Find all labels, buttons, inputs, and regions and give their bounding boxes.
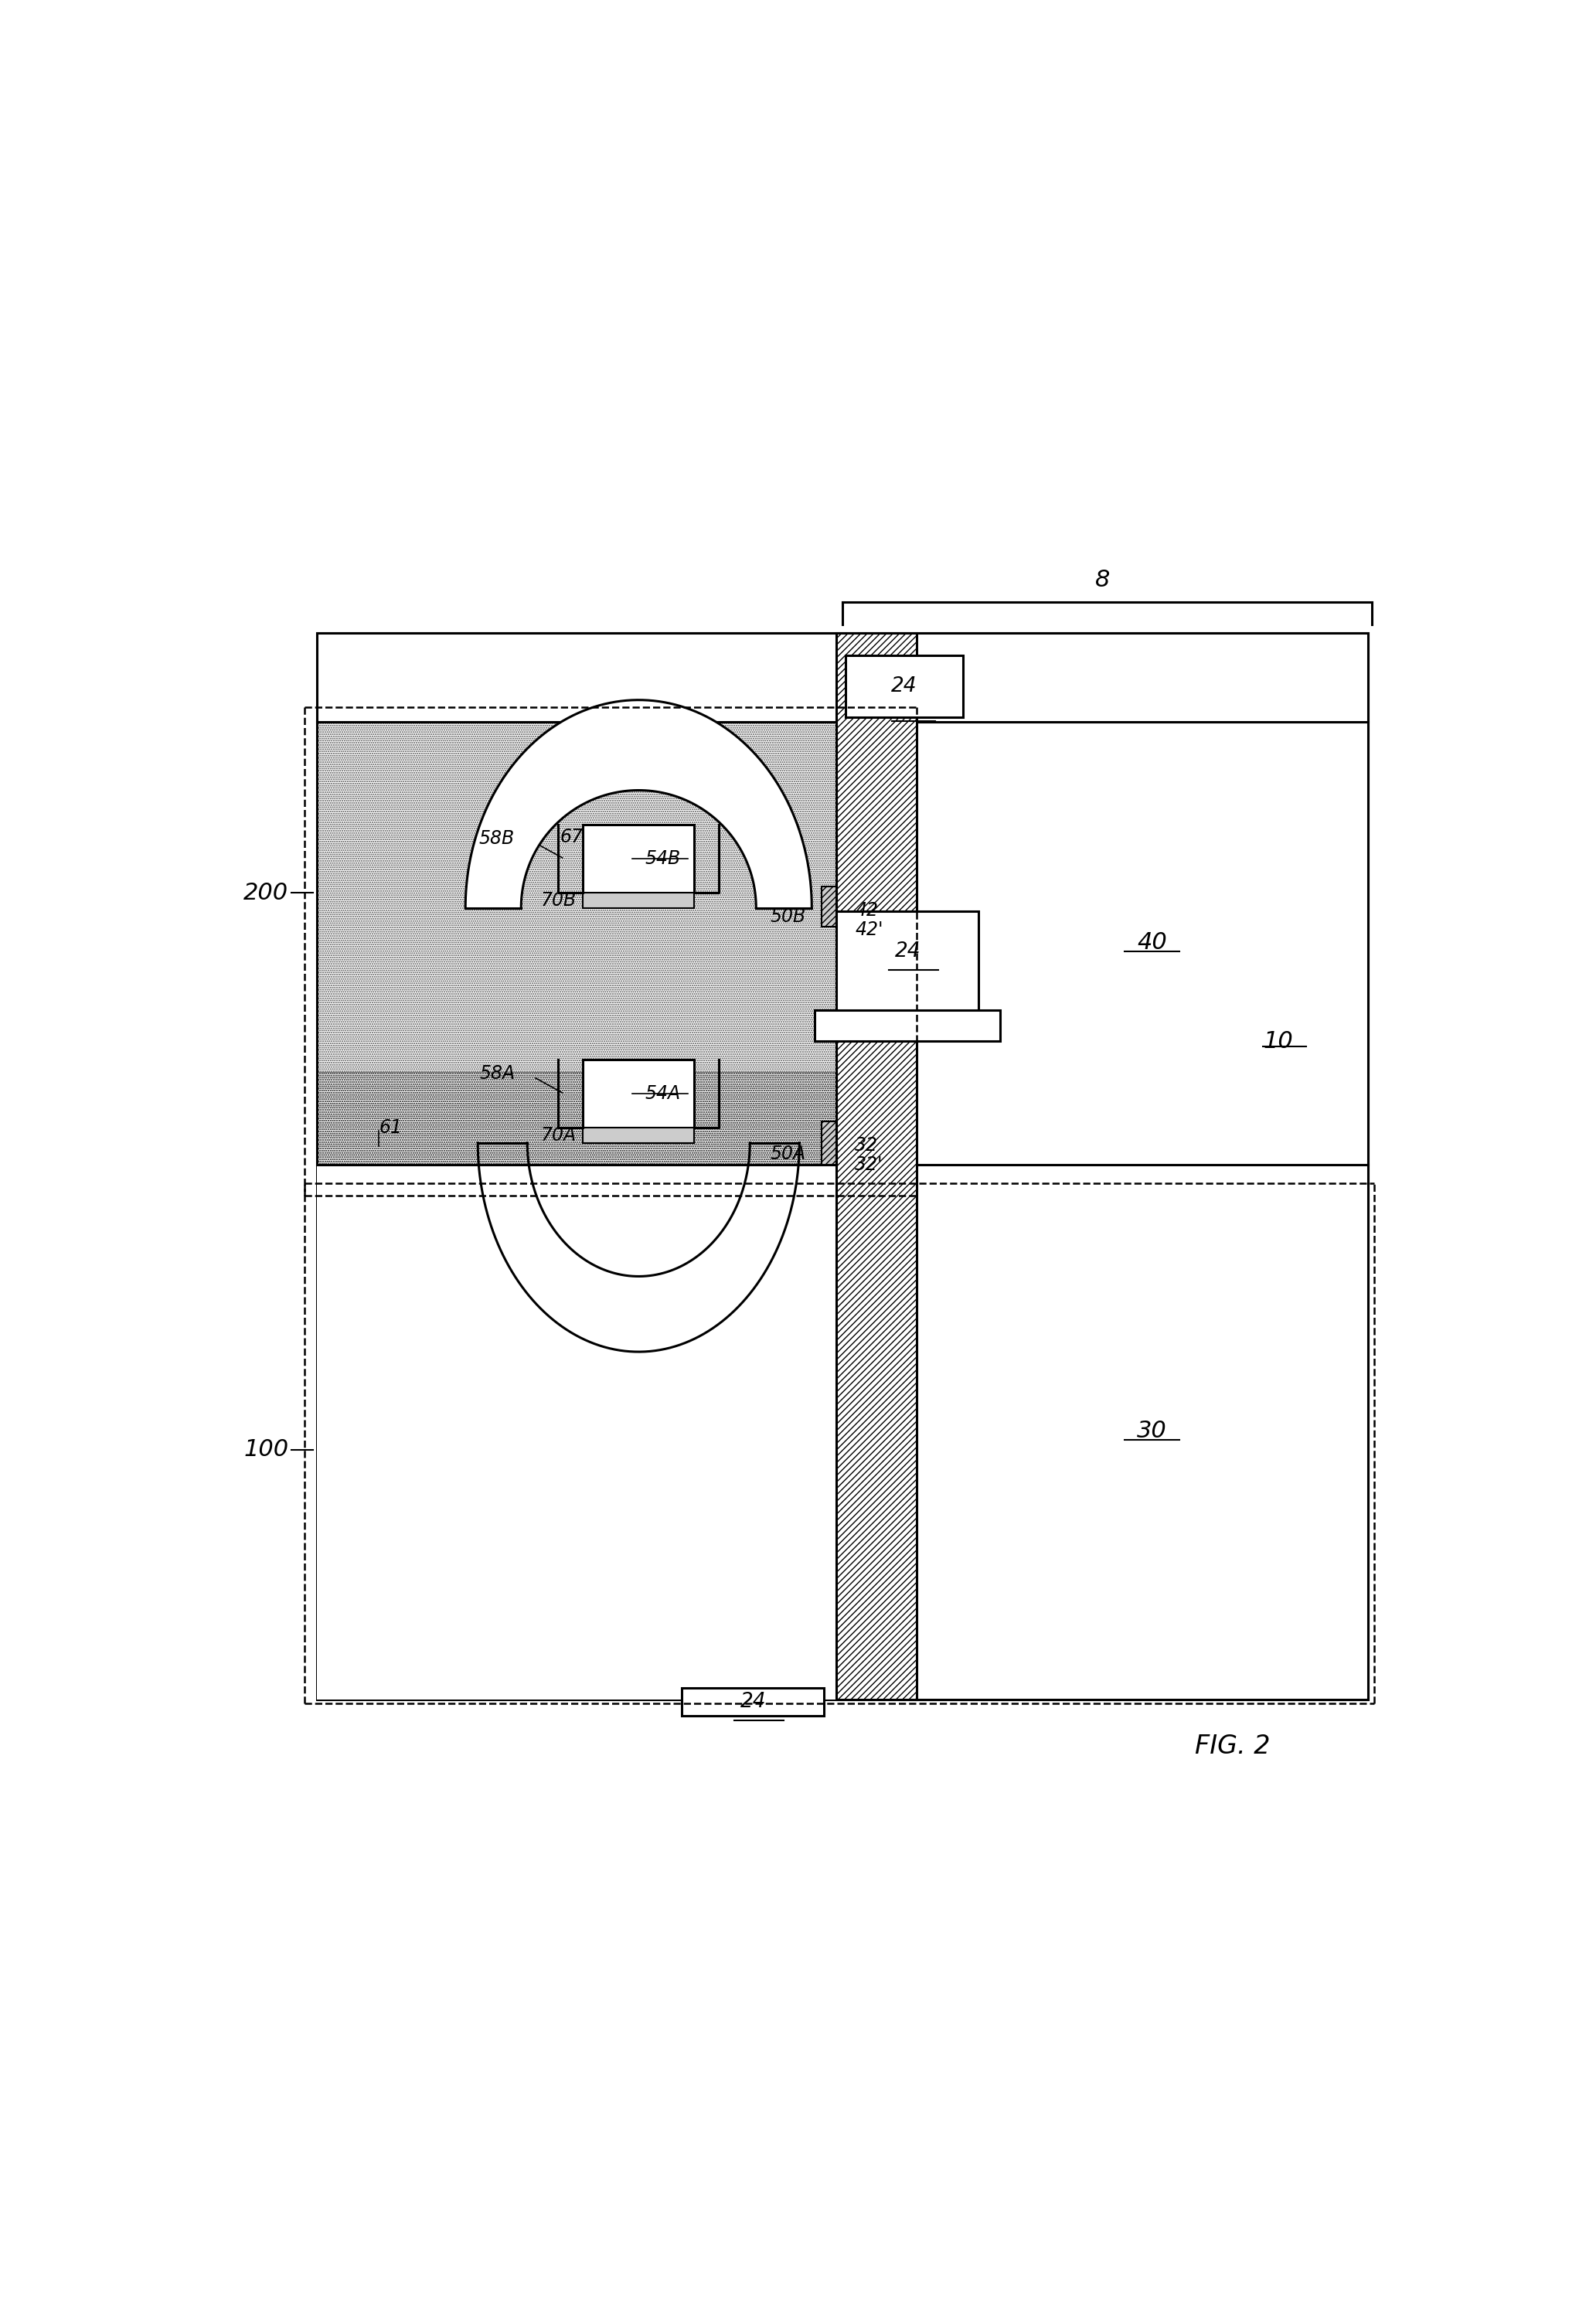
Text: 32: 32 bbox=[855, 1135, 878, 1154]
Bar bbox=[822, 1121, 836, 1165]
Bar bbox=[318, 722, 836, 1165]
Text: 100: 100 bbox=[244, 1437, 289, 1460]
Bar bbox=[836, 911, 978, 1017]
Text: 70A: 70A bbox=[541, 1126, 576, 1144]
Text: 24: 24 bbox=[895, 941, 921, 962]
Text: 67: 67 bbox=[560, 828, 583, 847]
Bar bbox=[916, 1165, 1368, 1700]
Text: 58B: 58B bbox=[479, 828, 516, 847]
Bar bbox=[583, 826, 694, 893]
Text: 58A: 58A bbox=[479, 1064, 516, 1082]
Bar bbox=[583, 1128, 694, 1142]
Bar bbox=[836, 632, 918, 1700]
Text: 24: 24 bbox=[741, 1691, 766, 1712]
Text: 200: 200 bbox=[244, 881, 289, 904]
Bar bbox=[846, 655, 962, 717]
Polygon shape bbox=[466, 699, 812, 907]
Bar bbox=[318, 1165, 836, 1700]
Text: 32': 32' bbox=[855, 1156, 883, 1174]
Bar bbox=[583, 1059, 694, 1128]
Bar bbox=[814, 1010, 999, 1040]
Bar bbox=[318, 1073, 836, 1165]
Bar bbox=[681, 1689, 824, 1716]
Bar bbox=[583, 893, 694, 907]
Text: 54B: 54B bbox=[645, 849, 680, 867]
Bar bbox=[822, 886, 836, 927]
Bar bbox=[318, 632, 1368, 1700]
Text: 40: 40 bbox=[1136, 932, 1167, 953]
Text: 10: 10 bbox=[1264, 1031, 1293, 1052]
Text: 42: 42 bbox=[855, 902, 878, 920]
Text: 61: 61 bbox=[378, 1119, 402, 1137]
Text: 54A: 54A bbox=[645, 1084, 680, 1103]
Text: 50B: 50B bbox=[769, 907, 806, 925]
Bar bbox=[318, 632, 1368, 722]
Bar bbox=[318, 722, 836, 1165]
Text: 30: 30 bbox=[1136, 1419, 1167, 1442]
Bar bbox=[916, 722, 1368, 1165]
Text: 42': 42' bbox=[855, 920, 883, 939]
Bar bbox=[318, 722, 836, 1165]
Text: 8: 8 bbox=[1095, 570, 1109, 591]
Text: 70B: 70B bbox=[541, 891, 576, 909]
Text: 24: 24 bbox=[891, 676, 916, 697]
Text: 50A: 50A bbox=[769, 1144, 806, 1163]
Text: FIG. 2: FIG. 2 bbox=[1195, 1733, 1270, 1760]
